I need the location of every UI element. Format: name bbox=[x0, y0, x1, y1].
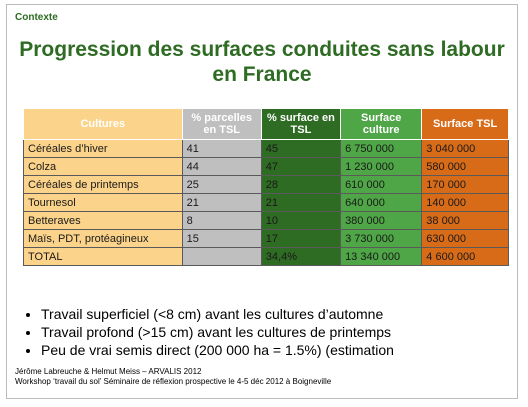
cell-surface-tsl: 38 000 bbox=[421, 211, 509, 230]
cell-culture: Tournesol bbox=[23, 193, 183, 212]
table-row: Céréales de printemps 25 28 610 000 170 … bbox=[23, 175, 509, 194]
header-cultures: Cultures bbox=[23, 108, 183, 140]
cell-surface-tsl: 3 040 000 bbox=[421, 139, 509, 158]
cell-surface-tsl: 4 600 000 bbox=[421, 247, 509, 266]
table-row: Betteraves 8 10 380 000 38 000 bbox=[23, 211, 509, 230]
cell-surface-tsl: 170 000 bbox=[421, 175, 509, 194]
cell-pct-surface: 47 bbox=[260, 157, 342, 176]
cell-surface-tsl: 630 000 bbox=[421, 229, 509, 248]
footer: Jérôme Labreuche & Helmut Meiss – ARVALI… bbox=[15, 367, 331, 387]
cell-culture: Céréales d’hiver bbox=[23, 139, 183, 158]
cell-surface-culture: 640 000 bbox=[340, 193, 423, 212]
cell-pct-parcelles: 44 bbox=[181, 157, 262, 176]
cell-surface-culture: 380 000 bbox=[340, 211, 423, 230]
cell-culture: Betteraves bbox=[23, 211, 183, 230]
table-row: Colza 44 47 1 230 000 580 000 bbox=[23, 157, 509, 176]
cell-pct-surface: 34,4% bbox=[260, 247, 342, 266]
section-label: Contexte bbox=[15, 12, 58, 23]
cell-pct-parcelles: 41 bbox=[181, 139, 262, 158]
cell-surface-tsl: 580 000 bbox=[421, 157, 509, 176]
table-total-row: TOTAL 34,4% 13 340 000 4 600 000 bbox=[23, 247, 509, 266]
slide: Contexte Progression des surfaces condui… bbox=[6, 4, 518, 399]
header-surface-tsl: Surface TSL bbox=[421, 108, 509, 140]
cell-pct-parcelles: 21 bbox=[181, 193, 262, 212]
surfaces-table: Cultures % parcelles en TSL % surface en… bbox=[23, 108, 509, 266]
bullet-item: Travail profond (>15 cm) avant les cultu… bbox=[41, 323, 394, 341]
cell-pct-surface: 28 bbox=[260, 175, 342, 194]
cell-surface-culture: 1 230 000 bbox=[340, 157, 423, 176]
cell-pct-parcelles: 15 bbox=[181, 229, 262, 248]
header-pct-surface: % surface en TSL bbox=[260, 108, 342, 140]
table-row: Céréales d’hiver 41 45 6 750 000 3 040 0… bbox=[23, 139, 509, 158]
cell-surface-culture: 13 340 000 bbox=[340, 247, 423, 266]
cell-pct-surface: 10 bbox=[260, 211, 342, 230]
cell-pct-surface: 21 bbox=[260, 193, 342, 212]
cell-surface-tsl: 140 000 bbox=[421, 193, 509, 212]
cell-culture: Maïs, PDT, protéagineux bbox=[23, 229, 183, 248]
header-surface-culture: Surface culture bbox=[340, 108, 423, 140]
table-header-row: Cultures % parcelles en TSL % surface en… bbox=[23, 108, 509, 140]
header-pct-parcelles: % parcelles en TSL bbox=[181, 108, 262, 140]
footer-authors: Jérôme Labreuche & Helmut Meiss – ARVALI… bbox=[15, 367, 202, 376]
cell-culture: Céréales de printemps bbox=[23, 175, 183, 194]
cell-surface-culture: 610 000 bbox=[340, 175, 423, 194]
cell-culture: TOTAL bbox=[23, 247, 183, 266]
cell-surface-culture: 3 730 000 bbox=[340, 229, 423, 248]
bullet-list: Travail superficiel (<8 cm) avant les cu… bbox=[23, 305, 394, 359]
bullet-item: Peu de vrai semis direct (200 000 ha = 1… bbox=[41, 341, 394, 359]
cell-pct-surface: 45 bbox=[260, 139, 342, 158]
cell-surface-culture: 6 750 000 bbox=[340, 139, 423, 158]
slide-title: Progression des surfaces conduites sans … bbox=[7, 37, 517, 87]
cell-culture: Colza bbox=[23, 157, 183, 176]
title-line-2: en France bbox=[212, 63, 312, 86]
title-line-1: Progression des surfaces conduites sans … bbox=[19, 38, 505, 61]
cell-pct-parcelles bbox=[181, 247, 262, 266]
cell-pct-parcelles: 25 bbox=[181, 175, 262, 194]
bullet-item: Travail superficiel (<8 cm) avant les cu… bbox=[41, 305, 394, 323]
table-row: Tournesol 21 21 640 000 140 000 bbox=[23, 193, 509, 212]
footer-workshop: Workshop ‘travail du sol’ Séminaire de r… bbox=[15, 377, 332, 386]
table-row: Maïs, PDT, protéagineux 15 17 3 730 000 … bbox=[23, 229, 509, 248]
cell-pct-parcelles: 8 bbox=[181, 211, 262, 230]
cell-pct-surface: 17 bbox=[260, 229, 342, 248]
